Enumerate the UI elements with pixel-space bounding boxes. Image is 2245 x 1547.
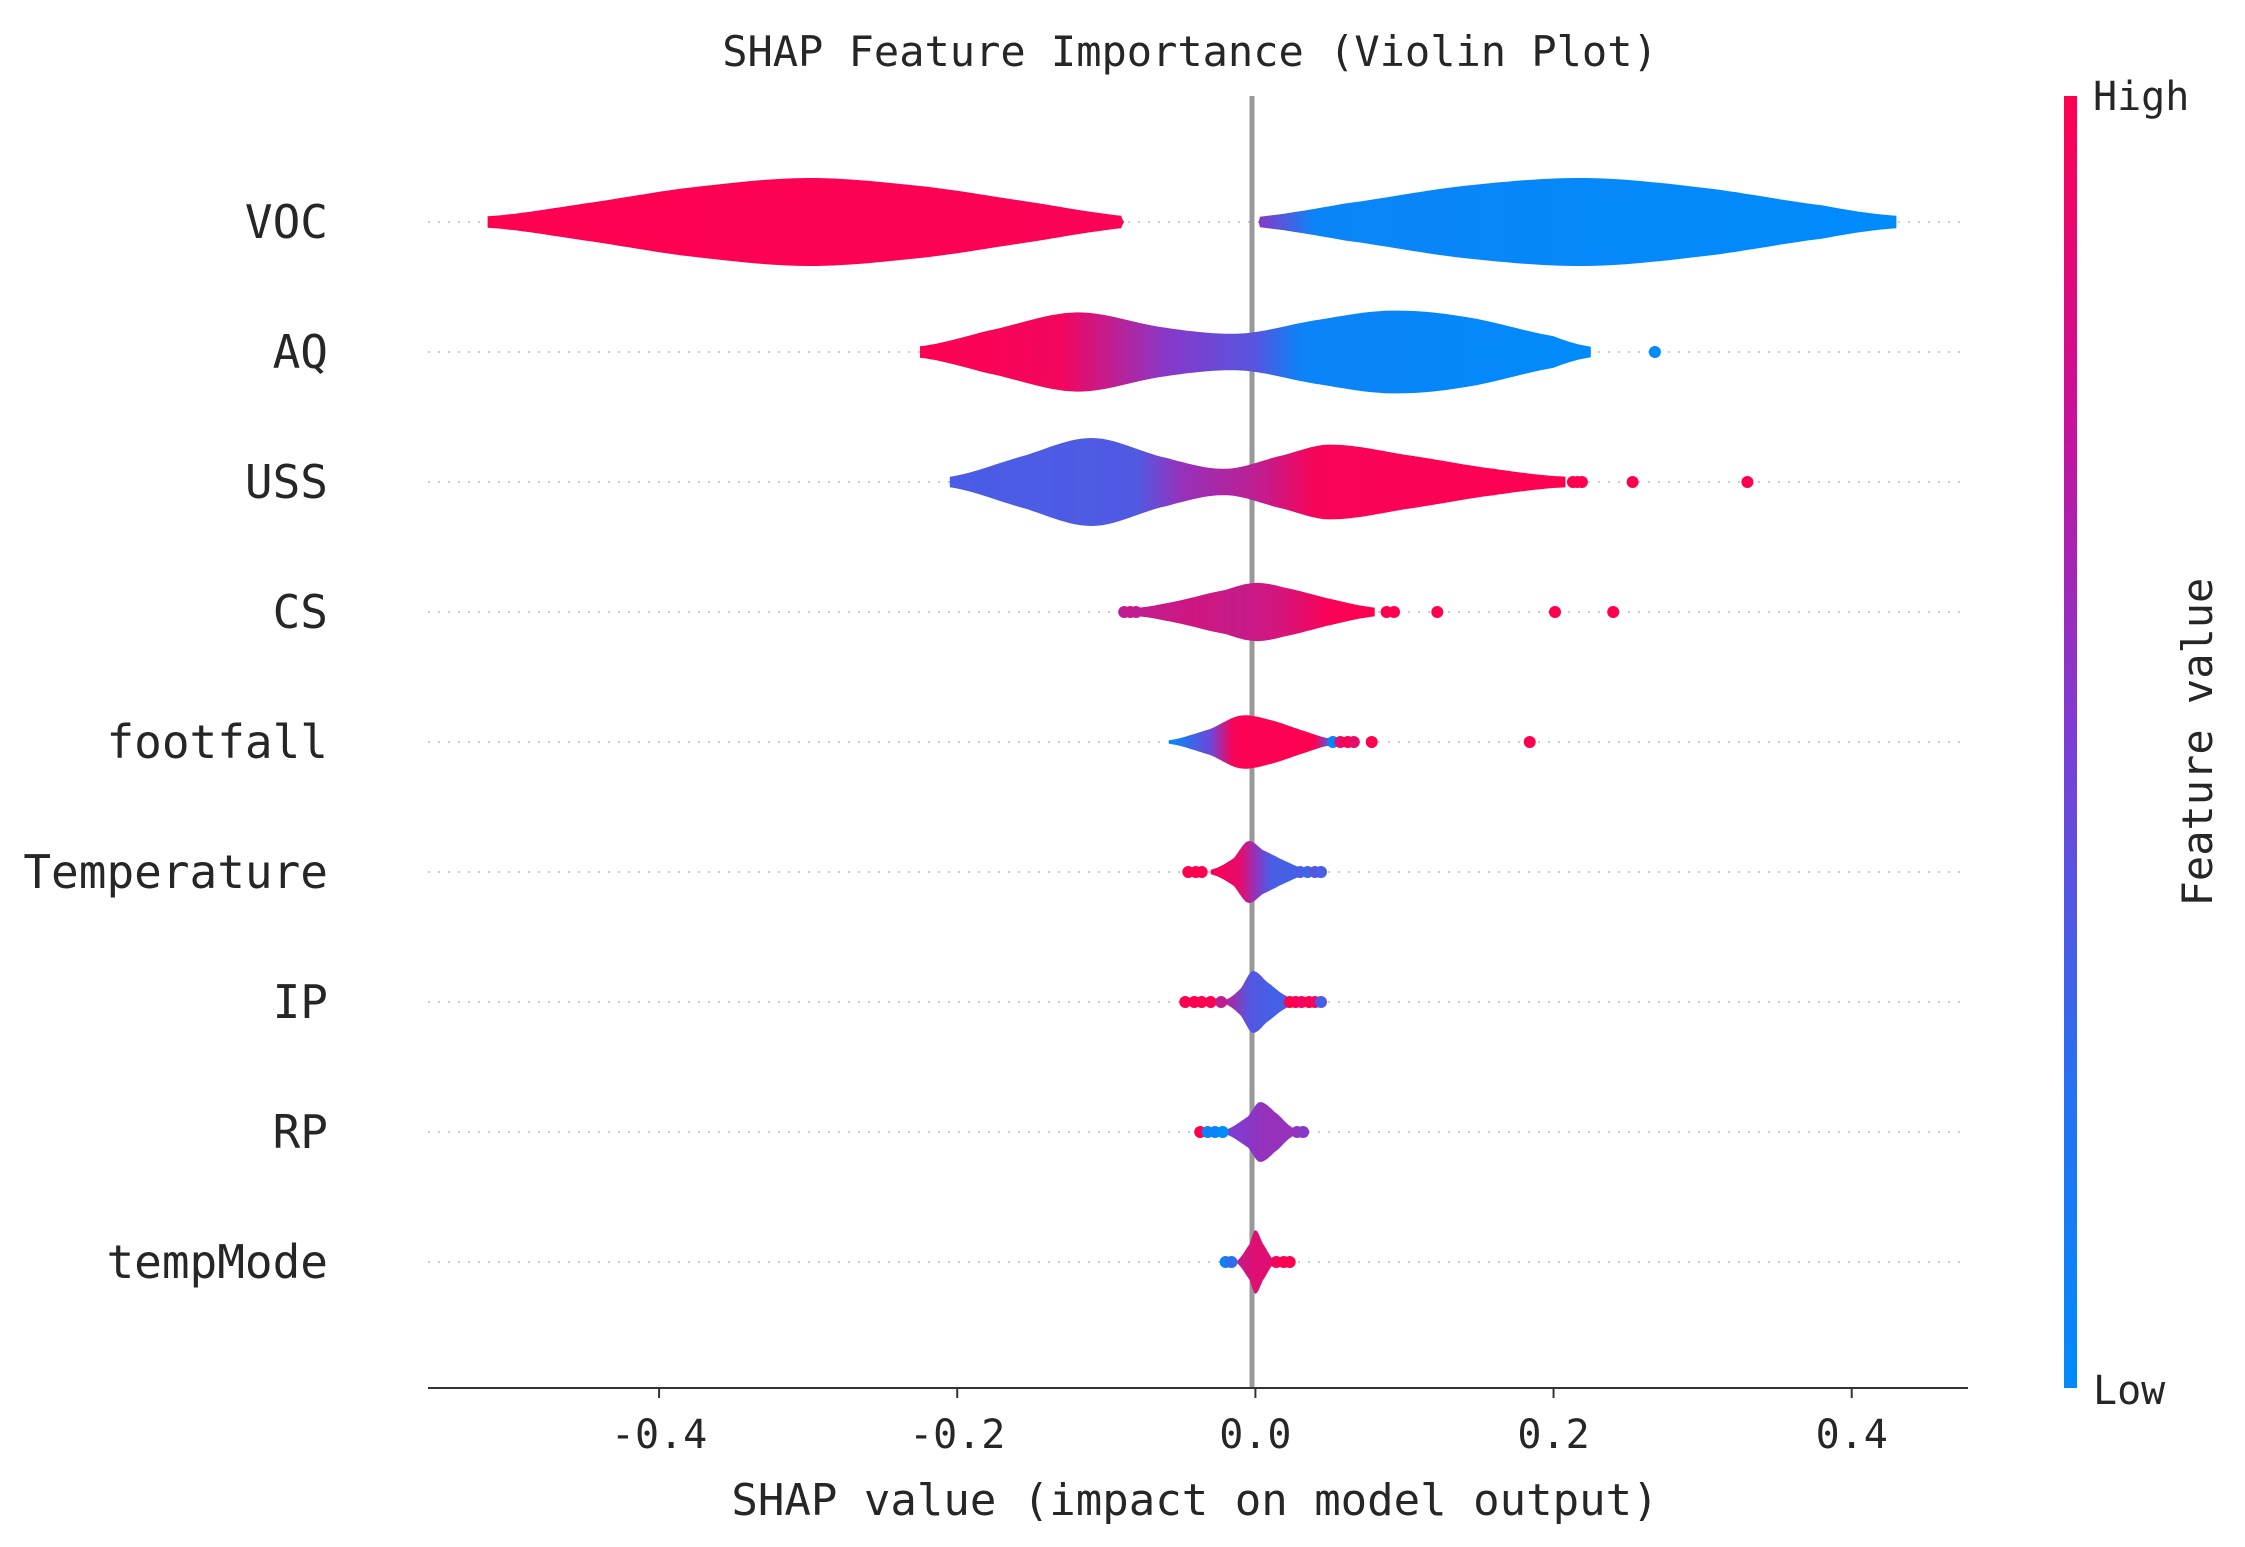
data-point (1195, 866, 1208, 878)
data-point (1365, 736, 1378, 748)
data-point (1431, 606, 1444, 618)
violin-ip (1225, 971, 1301, 1033)
x-tick-label: -0.2 (909, 1412, 1005, 1458)
data-point (1388, 606, 1400, 618)
colorbar (2064, 96, 2077, 1388)
data-point (1179, 996, 1192, 1008)
feature-label: RP (273, 1105, 328, 1159)
data-point (1741, 476, 1754, 488)
data-point (1523, 736, 1536, 748)
data-point (1648, 346, 1661, 358)
feature-label: footfall (106, 715, 328, 769)
data-point (1216, 1126, 1229, 1138)
colorbar-title: Feature value (2173, 578, 2222, 907)
colorbar-high-label: High (2093, 74, 2189, 120)
outlier-points (1118, 346, 1754, 1268)
violin-uss (949, 438, 1566, 526)
data-point (1347, 736, 1360, 748)
violin-rp (1225, 1102, 1293, 1162)
chart-title: SHAP Feature Importance (Violin Plot) (722, 27, 1658, 76)
violins (487, 178, 1897, 1294)
violin-tempmode (1237, 1230, 1274, 1294)
violin-footfall (1168, 715, 1330, 769)
x-tick-label: 0.0 (1219, 1412, 1291, 1458)
x-axis-ticks: -0.4 -0.2 0.0 0.2 0.4 (611, 1388, 1888, 1458)
feature-label: VOC (245, 195, 328, 249)
feature-label: IP (273, 975, 328, 1029)
feature-label: USS (245, 455, 328, 509)
data-point (1607, 606, 1620, 618)
x-axis-title: SHAP value (impact on model output) (731, 1475, 1658, 1526)
data-point (1297, 1126, 1310, 1138)
data-point (1283, 1256, 1296, 1268)
feature-label: CS (273, 585, 328, 639)
x-tick-label: 0.2 (1517, 1412, 1589, 1458)
data-point (1626, 476, 1639, 488)
feature-label: tempMode (106, 1235, 328, 1289)
data-point (1315, 866, 1327, 878)
violin-temperature (1210, 841, 1308, 903)
data-point (1204, 996, 1217, 1008)
data-point (1225, 1256, 1238, 1268)
violin-cs (1121, 582, 1375, 642)
violin-aq (920, 310, 1591, 394)
data-point (1130, 606, 1143, 618)
x-tick-label: -0.4 (611, 1412, 707, 1458)
feature-label: AQ (273, 325, 328, 379)
data-point (1549, 606, 1561, 618)
data-point (1575, 476, 1588, 488)
data-point (1215, 996, 1228, 1008)
feature-label: Temperature (23, 845, 328, 899)
data-point (1195, 996, 1208, 1008)
violin-voc (487, 178, 1897, 266)
data-point (1315, 996, 1327, 1008)
x-tick-label: 0.4 (1816, 1412, 1888, 1458)
colorbar-low-label: Low (2093, 1368, 2166, 1414)
